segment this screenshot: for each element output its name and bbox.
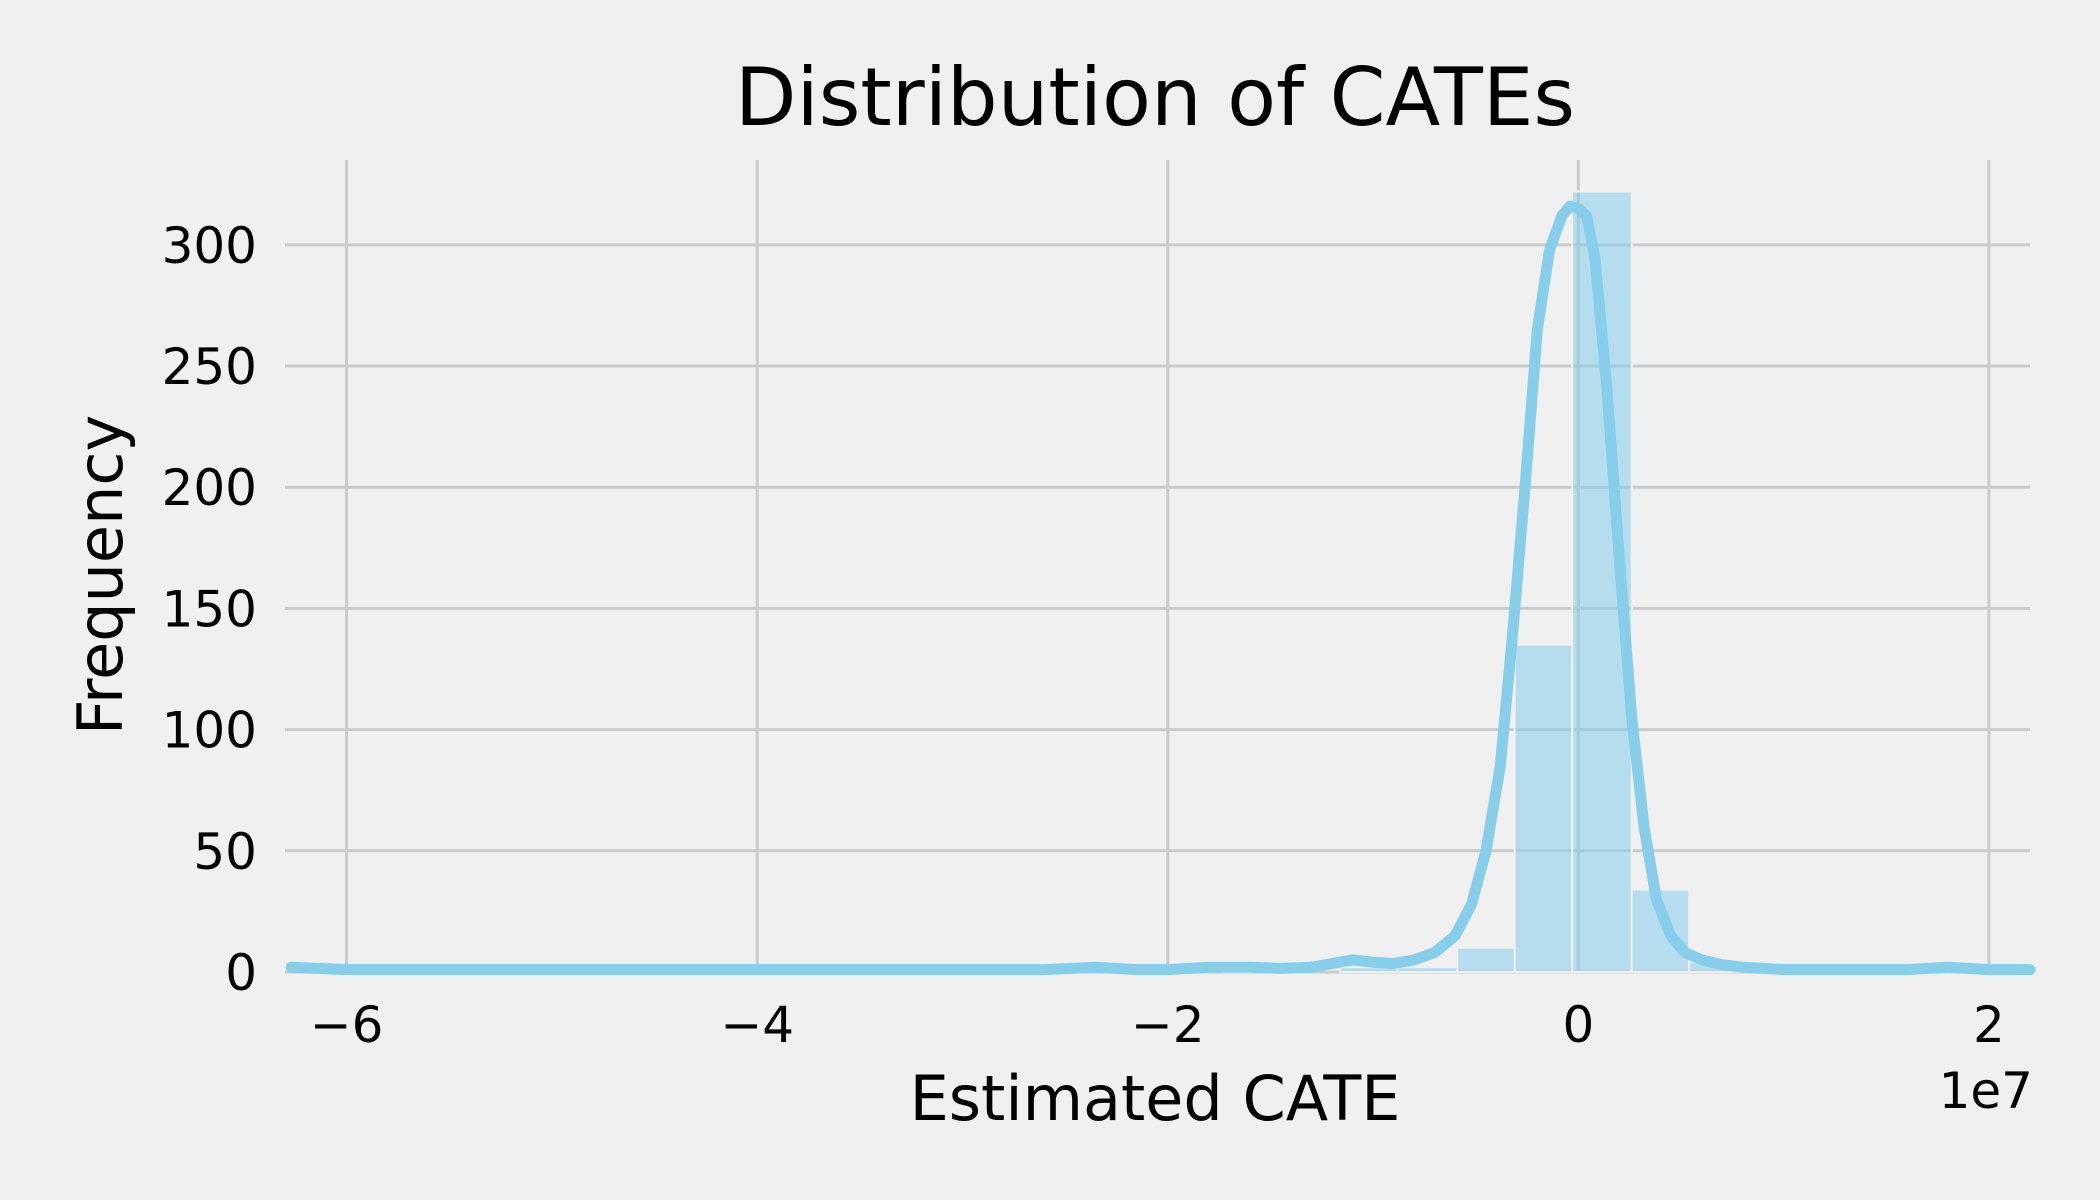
y-tick-labels: 0 50 100 150 200 250 300	[162, 217, 257, 1002]
x-tick-label: 0	[1562, 996, 1594, 1054]
kde-curve	[285, 200, 2036, 976]
x-tick-labels: −6 −4 −2 0 2	[310, 996, 2005, 1054]
y-tick-label: 150	[162, 580, 257, 638]
y-axis-label: Frequency	[64, 415, 137, 735]
grid	[285, 160, 2030, 974]
x-tick-label: −4	[720, 996, 794, 1054]
histogram-bar	[1513, 643, 1574, 973]
chart-title: Distribution of CATEs	[735, 51, 1575, 144]
x-tick-label: −6	[310, 996, 384, 1054]
x-offset-label: 1e7	[1939, 1062, 2033, 1120]
x-tick-label: −2	[1131, 996, 1205, 1054]
histogram-bars	[290, 190, 2040, 974]
y-tick-label: 300	[162, 217, 257, 275]
x-axis-label: Estimated CATE	[910, 1062, 1401, 1135]
y-tick-label: 250	[162, 338, 257, 396]
y-tick-label: 200	[162, 459, 257, 517]
y-tick-label: 0	[225, 944, 257, 1002]
x-tick-label: 2	[1973, 996, 2005, 1054]
y-tick-label: 100	[162, 702, 257, 760]
histogram-bar	[1396, 966, 1459, 973]
y-tick-label: 50	[193, 823, 257, 881]
histogram-bar	[1456, 946, 1516, 973]
